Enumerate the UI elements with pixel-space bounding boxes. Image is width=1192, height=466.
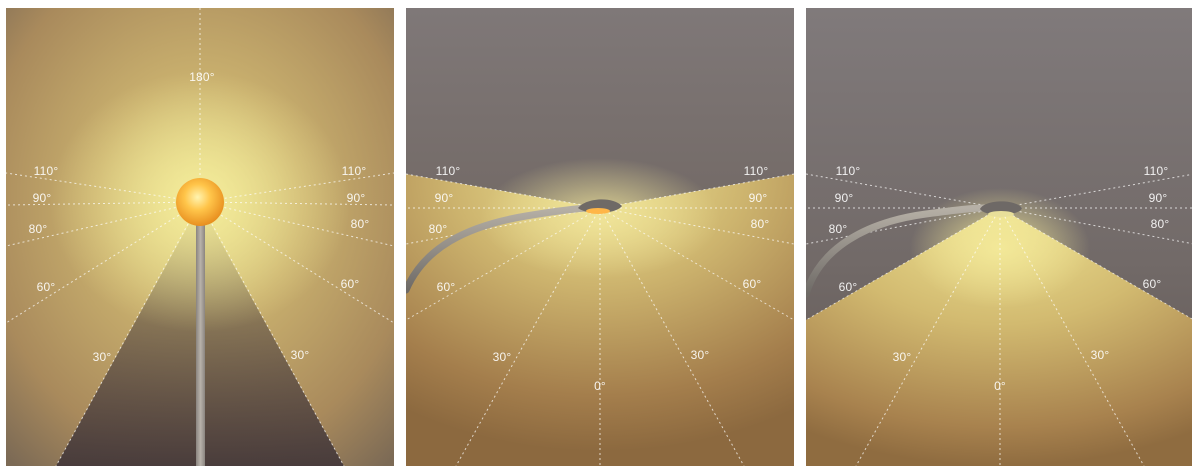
angle-label-110-left: 110° (836, 164, 861, 178)
angle-label-60-right: 60° (1143, 277, 1162, 291)
angle-label-0: 0° (594, 379, 606, 393)
angle-label-60-left: 60° (437, 280, 456, 294)
angle-label-30-left: 30° (93, 350, 112, 364)
panel-globe-luminaire: 180° 110° 90° 80° 60° 30° 110° 90° 80° 6… (6, 8, 394, 466)
lamp-lens (988, 211, 1014, 217)
angle-label-80-left: 80° (429, 222, 448, 236)
globe-lamp (176, 178, 224, 226)
angle-label-110-right: 110° (744, 164, 769, 178)
angle-label-30-right: 30° (1091, 348, 1110, 362)
angle-label-30-right: 30° (291, 348, 310, 362)
angle-label-60-left: 60° (37, 280, 56, 294)
lamp-lens (586, 208, 610, 214)
angle-label-60-right: 60° (341, 277, 360, 291)
panel-full-cutoff-luminaire: 110° 90° 80° 60° 30° 0° 110° 90° 80° 60°… (806, 8, 1192, 466)
angle-label-90-left: 90° (33, 191, 52, 205)
angle-label-30-right: 30° (691, 348, 710, 362)
angle-label-80-right: 80° (1151, 217, 1170, 231)
angle-label-30-left: 30° (493, 350, 512, 364)
angle-label-110-left: 110° (436, 164, 461, 178)
angle-label-110-right: 110° (342, 164, 367, 178)
angle-label-80-right: 80° (751, 217, 770, 231)
angle-label-80-right: 80° (351, 217, 370, 231)
angle-label-60-right: 60° (743, 277, 762, 291)
angle-label-80-left: 80° (29, 222, 48, 236)
angle-label-60-left: 60° (839, 280, 858, 294)
angle-label-180: 180° (189, 70, 215, 84)
angle-label-90-left: 90° (435, 191, 454, 205)
light-pole (196, 220, 205, 466)
angle-label-90-right: 90° (1149, 191, 1168, 205)
shallow-cobra-light-diagram (406, 8, 794, 466)
angle-label-30-left: 30° (893, 350, 912, 364)
angle-label-90-right: 90° (347, 191, 366, 205)
angle-label-90-right: 90° (749, 191, 768, 205)
angle-label-0: 0° (994, 379, 1006, 393)
full-cutoff-light-diagram (806, 8, 1192, 466)
angle-label-110-left: 110° (34, 164, 59, 178)
panel-shallow-cobra-luminaire: 110° 90° 80° 60° 30° 0° 110° 90° 80° 60°… (406, 8, 794, 466)
angle-label-90-left: 90° (835, 191, 854, 205)
angle-label-110-right: 110° (1144, 164, 1169, 178)
angle-label-80-left: 80° (829, 222, 848, 236)
